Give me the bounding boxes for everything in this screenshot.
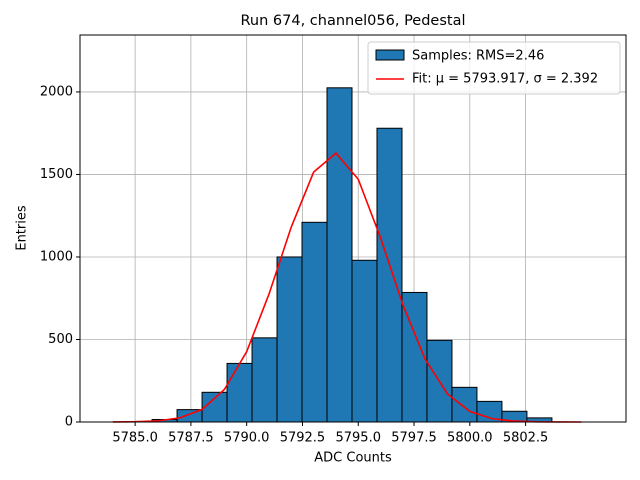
plot-frame [79,34,627,423]
bar [251,337,278,423]
fit-line [112,152,582,423]
bar [226,362,253,423]
x-tick-label: 5785.0 [112,431,158,446]
bar [451,386,478,423]
y-tick-label: 1000 [40,249,73,264]
bar [351,259,378,423]
x-tick-label: 5790.0 [224,431,270,446]
y-tick-label: 500 [48,332,73,347]
x-tick-label: 5797.5 [391,431,437,446]
bar [276,256,303,423]
bar [326,87,353,423]
x-tick-label: 5800.0 [447,431,493,446]
x-axis-label: ADC Counts [314,451,392,466]
x-tick-label: 5787.5 [168,431,214,446]
bar [301,221,328,423]
legend-label: Samples: RMS=2.46 [412,49,544,64]
chart-title: Run 674, channel056, Pedestal [240,13,465,29]
bar [201,391,228,423]
y-tick-label: 0 [65,415,73,430]
x-tick-label: 5792.5 [280,431,326,446]
y-axis-label: Entries [15,205,30,251]
legend-label: Fit: μ = 5793.917, σ = 2.392 [412,72,598,87]
bar [376,127,403,423]
y-tick-label: 2000 [40,84,73,99]
y-tick-label: 1500 [40,167,73,182]
x-tick-label: 5795.0 [335,431,381,446]
x-tick-label: 5802.5 [503,431,549,446]
legend-swatch [375,49,405,61]
legend-box [367,41,621,95]
